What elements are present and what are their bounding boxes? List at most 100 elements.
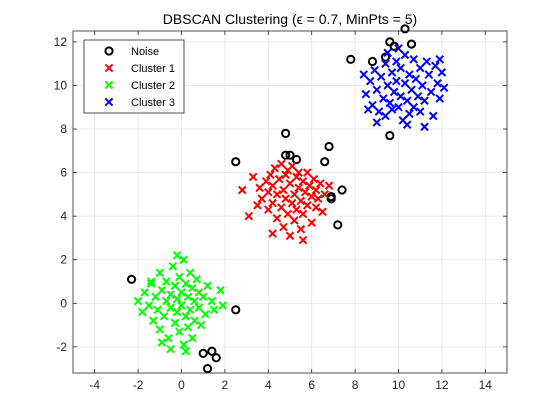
cluster-point bbox=[177, 301, 186, 310]
cluster-point bbox=[411, 74, 421, 84]
cluster-point bbox=[365, 76, 375, 86]
x-axis-ticks: -4 -2 0 2 4 6 8 10 12 14 bbox=[89, 31, 492, 392]
cluster-point bbox=[361, 89, 371, 99]
cluster-point bbox=[405, 109, 414, 119]
cluster-point bbox=[313, 194, 323, 204]
cluster-point-stroke bbox=[387, 68, 397, 77]
x-tick-label: 4 bbox=[265, 378, 272, 392]
cluster-point bbox=[298, 209, 308, 219]
cluster-point bbox=[420, 122, 429, 132]
cluster-point-stroke bbox=[183, 322, 193, 332]
cluster-point-stroke bbox=[431, 61, 440, 71]
cluster-point bbox=[392, 76, 401, 86]
cluster-point bbox=[305, 181, 314, 190]
cluster-point bbox=[409, 102, 418, 112]
cluster-point-stroke bbox=[285, 179, 295, 188]
legend-label: Noise bbox=[131, 46, 159, 58]
cluster-point-stroke bbox=[307, 218, 317, 228]
y-tick-label: 8 bbox=[60, 122, 67, 136]
cluster-point bbox=[435, 94, 445, 103]
cluster-point-stroke bbox=[318, 207, 327, 217]
cluster-point bbox=[294, 168, 303, 177]
cluster-point-stroke bbox=[400, 50, 410, 60]
noise-point bbox=[385, 130, 395, 141]
cluster-point bbox=[381, 111, 390, 121]
cluster-point bbox=[172, 251, 182, 260]
cluster-point-stroke bbox=[172, 307, 182, 317]
cluster-point bbox=[181, 312, 191, 321]
cluster-point-stroke bbox=[296, 196, 306, 206]
cluster-point bbox=[281, 170, 290, 180]
cluster-point-stroke bbox=[263, 187, 273, 197]
cluster-point bbox=[307, 218, 317, 228]
cluster-point bbox=[285, 179, 295, 188]
cluster-point-stroke bbox=[400, 78, 410, 88]
cluster-point-stroke bbox=[279, 185, 288, 195]
cluster-point bbox=[183, 322, 193, 332]
cluster-point-stroke bbox=[294, 183, 303, 193]
cluster-point-stroke bbox=[166, 303, 175, 312]
cluster-point-stroke bbox=[370, 65, 379, 75]
cluster-point-stroke bbox=[320, 190, 330, 199]
legend-marker-stroke bbox=[104, 97, 114, 107]
cluster-point bbox=[146, 279, 156, 288]
cluster-point bbox=[283, 209, 293, 219]
cluster-point-stroke bbox=[263, 205, 273, 214]
legend-marker bbox=[104, 80, 114, 90]
cluster-point-stroke bbox=[281, 170, 290, 180]
cluster-point-stroke bbox=[157, 338, 167, 347]
cluster-point-stroke bbox=[196, 320, 206, 330]
cluster-point bbox=[255, 183, 264, 193]
cluster-point bbox=[248, 172, 258, 182]
cluster-point-stroke bbox=[279, 222, 288, 232]
cluster-point bbox=[407, 85, 416, 95]
cluster-point-stroke bbox=[303, 200, 312, 210]
y-tick-label: 4 bbox=[60, 209, 67, 223]
cluster-point-stroke bbox=[198, 292, 208, 302]
noise-point bbox=[281, 150, 291, 160]
cluster-point bbox=[294, 183, 303, 193]
cluster-point bbox=[318, 207, 327, 217]
cluster-point bbox=[290, 190, 299, 199]
cluster-point bbox=[383, 81, 392, 90]
cluster-point bbox=[279, 222, 288, 232]
legend-marker-stroke bbox=[104, 80, 114, 90]
cluster-point bbox=[164, 333, 173, 343]
cluster-point-stroke bbox=[155, 325, 165, 334]
x-tick-label: 12 bbox=[435, 378, 449, 392]
cluster-point-stroke bbox=[281, 194, 290, 204]
x-tick-label: 14 bbox=[479, 378, 493, 392]
cluster-point bbox=[138, 307, 147, 317]
cluster-point-stroke bbox=[296, 224, 306, 234]
cluster-point-stroke bbox=[272, 214, 282, 223]
cluster-point bbox=[381, 59, 390, 68]
cluster-point-stroke bbox=[248, 172, 258, 182]
cluster-point bbox=[190, 296, 199, 306]
cluster-point-stroke bbox=[305, 181, 314, 190]
cluster-point bbox=[175, 272, 184, 282]
cluster-point-stroke bbox=[396, 92, 405, 101]
cluster-point bbox=[162, 277, 171, 286]
cluster-point-stroke bbox=[422, 57, 432, 66]
cluster-point bbox=[396, 63, 405, 73]
cluster-point bbox=[194, 303, 204, 312]
cluster-point bbox=[296, 224, 306, 234]
cluster-point-stroke bbox=[374, 107, 384, 116]
cluster-point-stroke bbox=[405, 109, 414, 119]
cluster-point bbox=[287, 161, 297, 171]
series-3 bbox=[359, 44, 449, 132]
cluster-point bbox=[190, 316, 199, 326]
cluster-point-stroke bbox=[365, 76, 375, 86]
cluster-point-stroke bbox=[170, 281, 180, 291]
cluster-point bbox=[272, 190, 282, 199]
cluster-point-stroke bbox=[272, 190, 282, 199]
cluster-point bbox=[292, 205, 301, 214]
cluster-point-stroke bbox=[172, 294, 182, 304]
cluster-point bbox=[263, 187, 273, 197]
noise-point bbox=[285, 150, 295, 160]
cluster-point-stroke bbox=[418, 81, 427, 90]
cluster-point bbox=[188, 333, 197, 343]
cluster-point-stroke bbox=[177, 288, 186, 297]
cluster-point bbox=[316, 179, 325, 188]
cluster-point bbox=[413, 92, 423, 101]
